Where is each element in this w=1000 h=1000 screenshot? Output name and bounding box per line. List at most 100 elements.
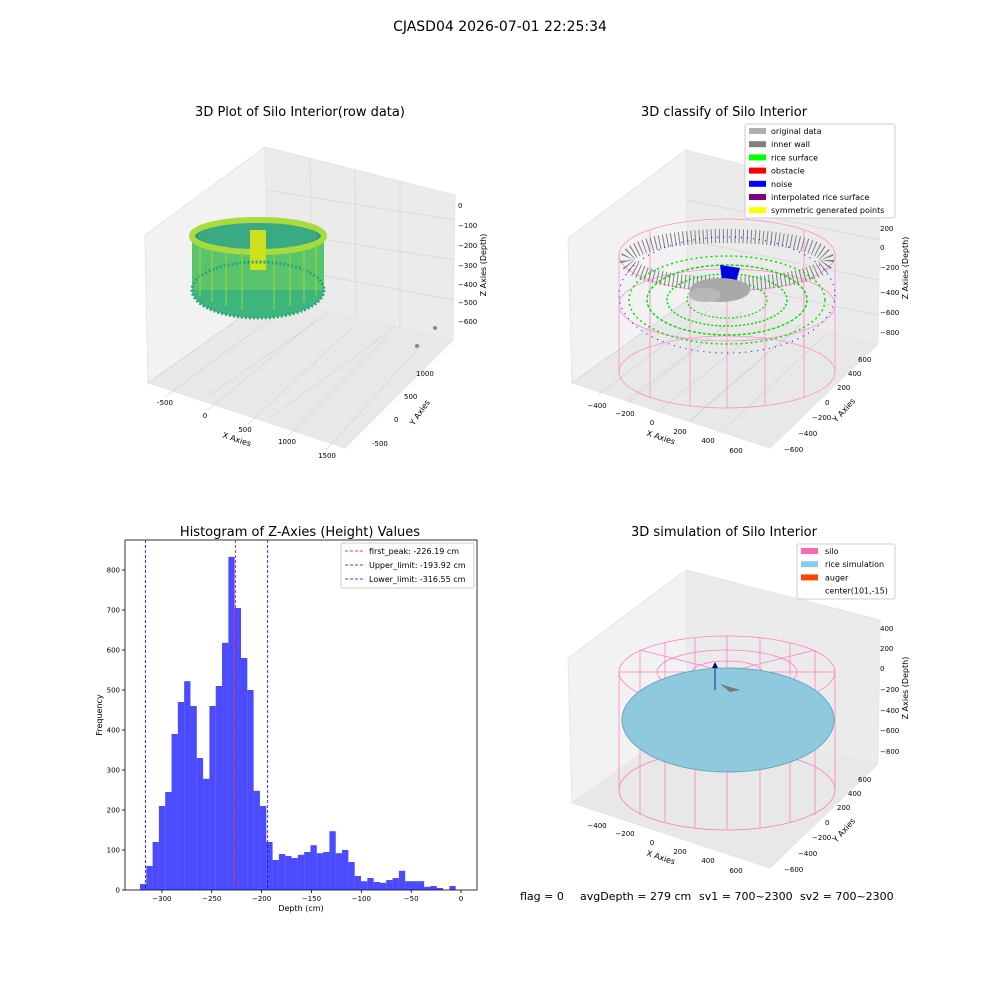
raw-xtick: 1500 [318, 452, 336, 460]
classify-legend-label: noise [771, 180, 792, 189]
histogram-xtick-label: 0 [459, 895, 463, 903]
raw-ytick: 1000 [416, 370, 434, 378]
simulation-ytick: 400 [848, 790, 861, 798]
classify-ztick: 200 [880, 225, 893, 233]
histogram-ylabel: Frequency [95, 694, 104, 736]
histogram-bar [430, 886, 437, 890]
histogram-ytick-label: 0 [116, 887, 120, 895]
sv1-text: sv1 = 700~2300 [699, 890, 793, 903]
classify-grid [571, 199, 881, 432]
classify-legend-swatch [749, 207, 766, 214]
histogram-bar [222, 642, 229, 890]
histogram-bar [196, 758, 204, 890]
simulation-legend-swatch [801, 574, 818, 581]
histogram-bar [304, 852, 311, 890]
classify-panel-title: 3D classify of Silo Interior [641, 105, 808, 120]
simulation-legend-swatch [801, 548, 818, 554]
histogram-bar [373, 882, 380, 890]
histogram-bar [184, 681, 191, 890]
simulation-ztick: 400 [880, 625, 893, 633]
classify-ztick: −600 [880, 309, 899, 317]
classify-legend-label: symmetric generated points [771, 206, 884, 215]
raw-panel-title: 3D Plot of Silo Interior(row data) [195, 105, 405, 120]
classify-ztick: 0 [880, 244, 884, 252]
histogram-bar [203, 778, 210, 890]
histogram-y-ticks: 0 100 200 300 400 500 600 700 800 [107, 567, 125, 895]
raw-ytick: 0 [394, 416, 398, 424]
classify-xtick: 400 [701, 437, 714, 445]
classify-ytick: −200 [812, 414, 831, 422]
simulation-ztick: −800 [880, 748, 899, 756]
simulation-zlabel: Z Axies (Depth) [901, 657, 910, 720]
histogram-bar [241, 658, 248, 890]
histogram-ytick-label: 200 [107, 807, 120, 815]
avg-depth-text: avgDepth = 279 cm [580, 890, 691, 903]
histogram-xtick-label: −50 [404, 895, 419, 903]
simulation-xtick: 400 [701, 857, 714, 865]
histogram-xtick-label: −150 [302, 895, 321, 903]
classify-silo-wireframe [618, 218, 836, 409]
histogram-bar [367, 878, 374, 890]
histogram-ytick-label: 600 [107, 647, 120, 655]
histogram-legend-label: Upper_limit: -193.92 cm [369, 561, 466, 570]
histogram-bar [417, 881, 425, 890]
simulation-ztick: −200 [880, 686, 899, 694]
raw-grid [147, 157, 456, 451]
classify-3d-panel: 3D classify of Silo Interior [567, 105, 910, 455]
raw-ytick: -500 [372, 440, 388, 448]
classify-ytick: −600 [784, 446, 803, 454]
histogram-bar [323, 852, 330, 890]
raw-ylabel: Y Axies [407, 398, 432, 428]
raw-ytick: 500 [404, 393, 417, 401]
simulation-ytick: 0 [825, 819, 829, 827]
histogram-bar [209, 706, 216, 890]
histogram-title: Histogram of Z-Axies (Height) Values [180, 525, 420, 540]
classify-zlabel: Z Axies (Depth) [901, 237, 910, 300]
raw-ztick: 0 [458, 202, 462, 210]
simulation-xtick: −400 [587, 822, 606, 830]
histogram-bar [386, 880, 393, 890]
classify-xtick: −400 [587, 402, 606, 410]
histogram-bar [436, 888, 444, 890]
histogram-reference-lines [144, 540, 269, 890]
histogram-bar [297, 854, 305, 890]
simulation-xtick: 600 [729, 867, 742, 875]
histogram-bar [354, 876, 361, 890]
histogram-bars [139, 556, 456, 890]
histogram-bar [398, 870, 406, 890]
raw-ztick: −200 [458, 242, 477, 250]
raw-points-cylinder [189, 217, 437, 348]
histogram-xtick-label: −300 [152, 895, 171, 903]
classify-xtick: −200 [615, 410, 634, 418]
histogram-ytick-label: 300 [107, 767, 120, 775]
histogram-bar [411, 881, 418, 890]
classify-legend-label: obstacle [771, 167, 805, 176]
simulation-rice-surface [621, 667, 835, 773]
simulation-xtick: 0 [650, 839, 654, 847]
histogram-bar [379, 882, 387, 890]
raw-zlabel: Z Axies (Depth) [479, 234, 488, 297]
histogram-bar [449, 886, 456, 890]
histogram-legend-label: Lower_limit: -316.55 cm [369, 575, 466, 584]
histogram-panel: Histogram of Z-Axies (Height) Values −30… [95, 525, 478, 913]
histogram-bar [316, 853, 324, 890]
simulation-ytick: −600 [784, 866, 803, 874]
raw-ztick: −600 [458, 318, 477, 326]
histogram-bar [253, 790, 260, 890]
simulation-xtick: −200 [615, 830, 634, 838]
histogram-bar [177, 702, 185, 890]
raw-3d-panel: 3D Plot of Silo Interior(row data) [144, 105, 488, 460]
histogram-xtick-label: −250 [202, 895, 221, 903]
simulation-ztick: 200 [880, 645, 893, 653]
simulation-3d-panel: 3D simulation of Silo Interior [567, 525, 910, 875]
histogram-bar [259, 806, 267, 890]
classify-legend-label: rice surface [771, 153, 818, 162]
histogram-ytick-label: 800 [107, 567, 120, 575]
raw-ztick: −400 [458, 281, 477, 289]
simulation-legend-label: rice simulation [825, 560, 884, 569]
simulation-xtick: 200 [673, 848, 686, 856]
simulation-panel-title: 3D simulation of Silo Interior [631, 525, 818, 540]
simulation-tick-labels: −400 −200 0 200 400 600 −600 −400 −200 0… [587, 625, 899, 875]
simulation-xlabel: X Axies [645, 849, 676, 867]
